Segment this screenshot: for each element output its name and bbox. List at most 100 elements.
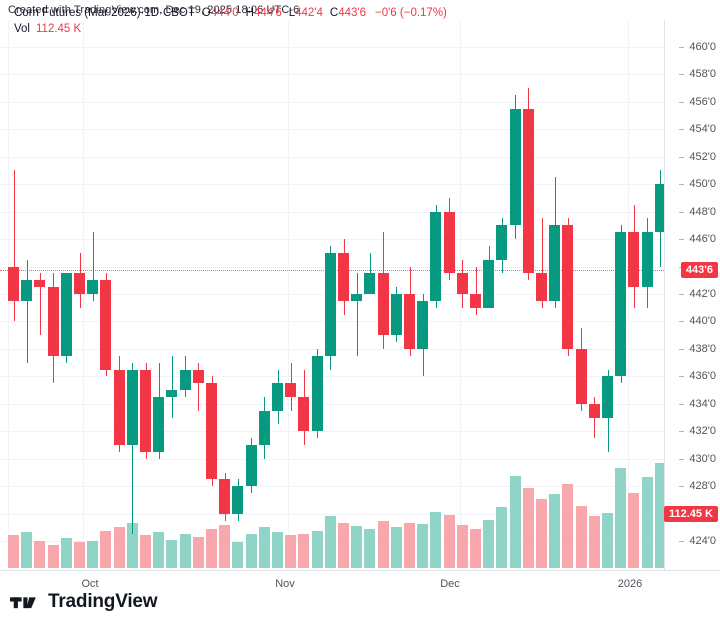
volume-bar <box>404 522 415 568</box>
tick-dash <box>679 486 685 488</box>
candlestick[interactable] <box>34 280 46 288</box>
candle-wick <box>370 252 371 294</box>
candlestick[interactable] <box>21 280 33 301</box>
candlestick[interactable] <box>74 273 85 294</box>
candlestick[interactable] <box>470 294 481 308</box>
legend-exchange: CBOT <box>162 7 195 19</box>
candlestick[interactable] <box>390 294 402 336</box>
candlestick[interactable] <box>179 369 191 391</box>
volume-bar <box>615 468 627 568</box>
candlestick[interactable] <box>285 383 297 398</box>
candlestick[interactable] <box>47 287 59 356</box>
gridline-horizontal <box>0 129 664 131</box>
candlestick[interactable] <box>562 225 574 349</box>
volume-bar <box>430 511 442 568</box>
candlestick[interactable] <box>113 369 125 446</box>
candlestick[interactable] <box>338 252 349 301</box>
candlestick[interactable] <box>602 376 613 418</box>
candlestick[interactable] <box>245 445 257 487</box>
legend-separator-1: · <box>140 7 145 19</box>
candlestick[interactable] <box>166 390 178 398</box>
candlestick[interactable] <box>206 383 217 480</box>
candlestick[interactable] <box>351 294 363 301</box>
tick-dash <box>679 458 685 460</box>
candlestick[interactable] <box>654 184 664 233</box>
legend-open-value: 444'0 <box>210 7 239 19</box>
candlestick[interactable] <box>272 383 283 411</box>
candlestick[interactable] <box>522 108 534 274</box>
tick-dash <box>679 74 685 76</box>
candlestick[interactable] <box>536 273 547 301</box>
attribution-text: Created with TradingView.com, Dec 19, 20… <box>8 4 300 16</box>
candlestick[interactable] <box>298 397 310 432</box>
price-axis-tick: 448'0 <box>679 206 716 218</box>
gridline-horizontal <box>0 156 664 158</box>
candlestick[interactable] <box>8 266 19 301</box>
price-axis-tick: 434'0 <box>679 398 716 410</box>
candle-wick <box>14 170 15 322</box>
candlestick[interactable] <box>324 252 336 356</box>
time-axis-tick: Oct <box>81 578 99 590</box>
candlestick[interactable] <box>575 348 587 404</box>
candlestick[interactable] <box>140 369 151 452</box>
chart-legend: Corn Futures (Mar 2026) · 1D · CBOT O444… <box>14 6 447 37</box>
candlestick[interactable] <box>377 273 389 336</box>
volume-bar <box>245 533 257 568</box>
volume-bar <box>324 516 336 568</box>
price-axis[interactable]: 460'0 458'0 456'0 454'0 452'0 450'0 448'0 446'0… <box>663 20 720 570</box>
volume-bar <box>456 525 468 568</box>
candlestick[interactable] <box>628 232 640 288</box>
volume-bar <box>47 544 59 568</box>
price-axis-tick: 442'0 <box>679 288 716 300</box>
legend-main-row: Corn Futures (Mar 2026) · 1D · CBOT O444… <box>14 6 447 21</box>
volume-bar <box>285 535 297 568</box>
candlestick[interactable] <box>258 410 270 446</box>
time-axis-tick: Nov <box>275 578 295 590</box>
candlestick[interactable] <box>153 397 165 452</box>
chart-pane[interactable]: 460'0 458'0 456'0 454'0 452'0 450'0 448'0 446'0… <box>0 20 720 570</box>
candlestick[interactable] <box>364 273 376 294</box>
candlestick[interactable] <box>417 300 429 349</box>
candlestick[interactable] <box>60 273 72 356</box>
time-axis[interactable]: Oct Nov Dec 2026 <box>0 570 720 598</box>
volume-bar <box>351 525 363 568</box>
candlestick[interactable] <box>496 225 508 260</box>
legend-symbol[interactable]: Corn Futures (Mar 2026) <box>14 7 141 19</box>
candlestick[interactable] <box>483 259 495 308</box>
candlestick[interactable] <box>219 479 231 514</box>
volume-value-badge[interactable]: 112.45 K <box>663 505 718 522</box>
volume-bar <box>443 514 455 568</box>
volume-bar <box>522 488 534 568</box>
volume-bar <box>272 532 283 568</box>
gridline-horizontal <box>0 184 664 186</box>
candlestick[interactable] <box>100 280 112 370</box>
legend-volume-row: Vol 112.45 K <box>14 22 447 37</box>
legend-interval[interactable]: 1D <box>144 7 160 19</box>
candlestick[interactable] <box>641 232 653 288</box>
last-price-badge[interactable]: 443'6 <box>680 261 718 278</box>
last-price-line <box>0 269 664 271</box>
candlestick[interactable] <box>615 232 627 377</box>
volume-bar <box>536 499 547 568</box>
candlestick[interactable] <box>87 280 99 294</box>
price-plot-area[interactable] <box>0 20 664 570</box>
candlestick[interactable] <box>311 355 323 432</box>
candlestick[interactable] <box>192 369 204 384</box>
legend-open-key: O <box>201 7 211 19</box>
candlestick[interactable] <box>404 294 415 349</box>
volume-bar <box>192 536 204 568</box>
candlestick[interactable] <box>588 403 600 418</box>
candlestick[interactable] <box>509 108 521 226</box>
legend-low-key: L <box>288 7 296 19</box>
candlestick[interactable] <box>232 486 244 514</box>
legend-volume-label[interactable]: Vol <box>14 23 30 35</box>
volume-bar <box>179 533 191 568</box>
candlestick[interactable] <box>443 211 455 274</box>
candlestick[interactable] <box>549 225 561 301</box>
candlestick[interactable] <box>456 273 468 294</box>
volume-bar <box>126 522 138 568</box>
candlestick[interactable] <box>430 211 442 301</box>
candle-wick <box>357 273 358 356</box>
tradingview-wordmark: TradingView <box>48 591 158 612</box>
candlestick[interactable] <box>126 369 138 446</box>
